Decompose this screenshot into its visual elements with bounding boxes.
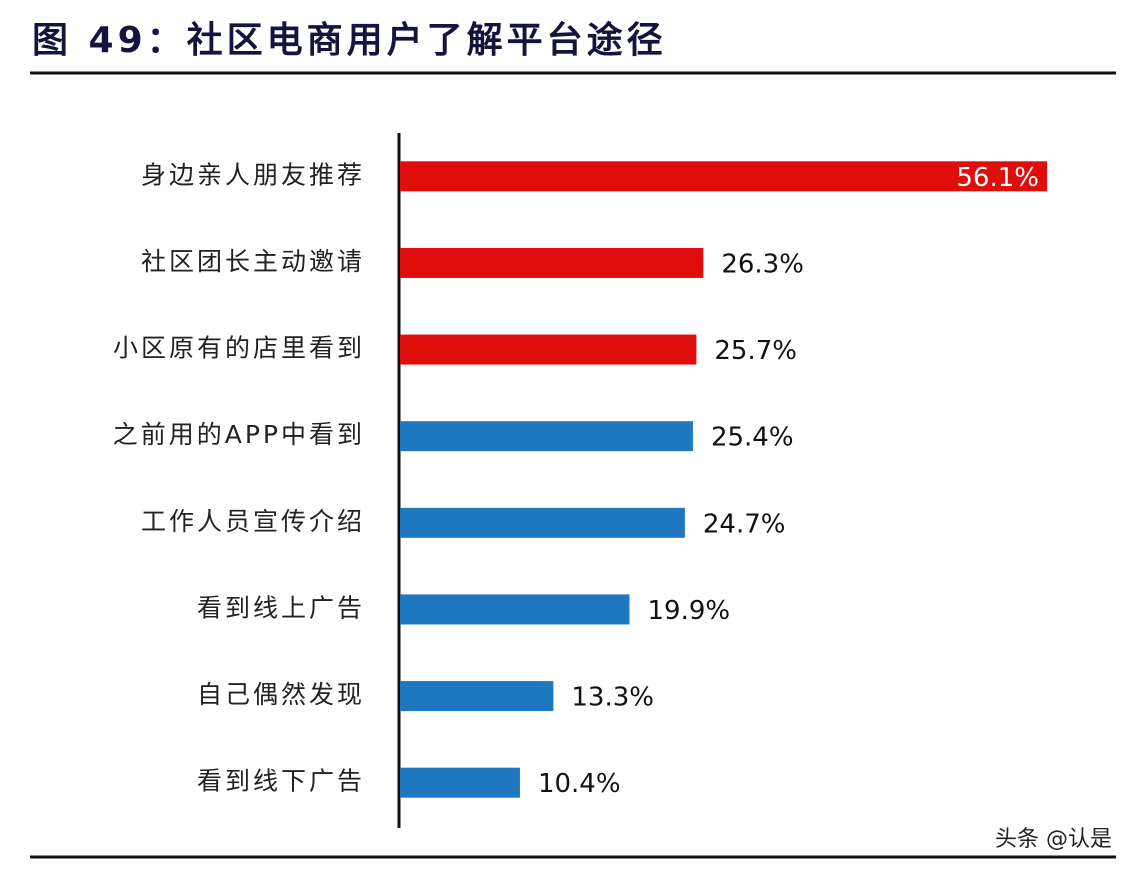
y-tick-label: 看到线上广告: [197, 593, 365, 622]
y-tick-label: 社区团长主动邀请: [141, 247, 365, 276]
bar: [400, 161, 1047, 192]
watermark: 头条 @认是: [995, 827, 1112, 852]
bar: [400, 334, 697, 365]
bar: [400, 507, 685, 538]
value-label: 24.7%: [703, 509, 786, 539]
y-tick-label: 看到线下广告: [197, 767, 365, 796]
bar: [400, 421, 693, 452]
value-label: 25.7%: [714, 336, 797, 366]
bar: [400, 681, 554, 712]
bar: [400, 594, 630, 625]
bar: [400, 247, 704, 278]
value-label: 56.1%: [956, 163, 1039, 193]
y-tick-label: 工作人员宣传介绍: [141, 507, 365, 536]
y-tick-label: 身边亲人朋友推荐: [141, 160, 365, 189]
y-tick-label: 小区原有的店里看到: [113, 334, 365, 363]
value-label: 10.4%: [538, 769, 621, 799]
y-tick-label: 之前用的APP中看到: [113, 420, 365, 449]
value-label: 26.3%: [721, 249, 804, 279]
value-label: 25.4%: [711, 423, 794, 453]
value-label: 19.9%: [648, 596, 731, 626]
value-label: 13.3%: [571, 683, 654, 713]
y-tick-label: 自己偶然发现: [197, 680, 365, 709]
bar: [400, 767, 520, 798]
chart-title: 图 49：社区电商用户了解平台途径: [32, 19, 667, 61]
